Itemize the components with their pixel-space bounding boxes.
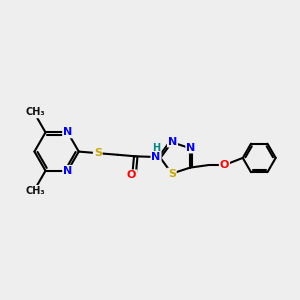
Text: N: N — [63, 166, 72, 176]
Text: CH₃: CH₃ — [26, 107, 46, 117]
Text: N: N — [63, 128, 72, 137]
Text: S: S — [94, 148, 102, 158]
Text: O: O — [127, 170, 136, 180]
Text: H: H — [152, 143, 160, 153]
Text: N: N — [186, 142, 196, 153]
Text: N: N — [152, 152, 160, 162]
Text: O: O — [220, 160, 229, 170]
Text: S: S — [168, 169, 176, 178]
Text: N: N — [168, 136, 177, 147]
Text: CH₃: CH₃ — [26, 186, 46, 196]
